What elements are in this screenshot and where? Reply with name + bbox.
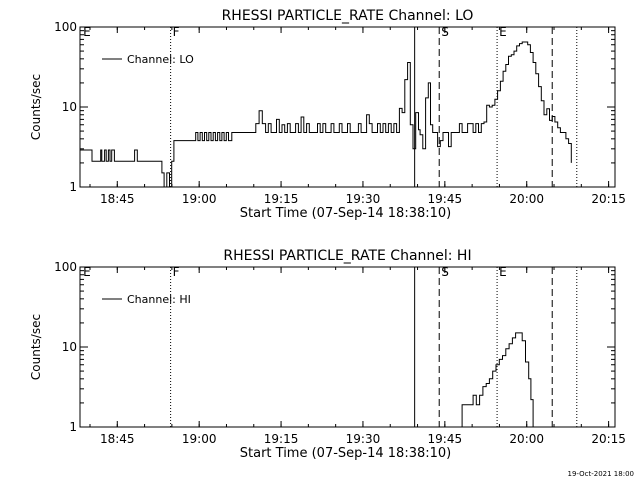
- x-axis-label: Start Time (07-Sep-14 18:38:10): [240, 206, 451, 221]
- marker-label: E: [83, 25, 91, 39]
- y-axis-label: Counts/sec: [29, 74, 43, 140]
- y-tick-label: 1: [69, 420, 77, 434]
- x-tick-label: 20:15: [591, 192, 626, 206]
- y-tick-label: 1: [69, 180, 77, 194]
- y-tick-label: 10: [62, 100, 77, 114]
- plot-frame: [79, 26, 616, 188]
- marker-label: E: [499, 25, 507, 39]
- x-tick-label: 18:45: [100, 432, 135, 446]
- y-tick-label: 100: [54, 20, 77, 34]
- marker-label: S: [441, 265, 449, 279]
- marker-label: E: [499, 265, 507, 279]
- marker-label: E: [83, 265, 91, 279]
- x-tick-label: 20:15: [591, 432, 626, 446]
- x-tick-label: 19:00: [182, 192, 217, 206]
- plot-frame: [79, 266, 616, 428]
- x-tick-label: 19:30: [346, 432, 381, 446]
- y-tick-label: 100: [54, 260, 77, 274]
- x-tick-label: 19:45: [428, 432, 463, 446]
- marker-label: S: [441, 25, 449, 39]
- y-tick-label: 10: [62, 340, 77, 354]
- legend-label: Channel: HI: [127, 293, 191, 306]
- x-tick-label: 20:00: [509, 192, 544, 206]
- marker-label: F: [173, 265, 180, 279]
- marker-label: F: [173, 25, 180, 39]
- chart-panel-lo: RHESSI PARTICLE_RATE Channel: LO 1 10 100 18…: [29, 8, 626, 221]
- footer-date: 19-Oct-2021 18:00: [567, 470, 634, 478]
- data-series-line: [459, 332, 534, 428]
- x-tick-label: 18:45: [100, 192, 135, 206]
- x-tick-label: 19:15: [264, 432, 299, 446]
- chart-title: RHESSI PARTICLE_RATE Channel: HI: [223, 248, 471, 264]
- x-axis-label: Start Time (07-Sep-14 18:38:10): [240, 446, 451, 461]
- x-tick-label: 19:00: [182, 432, 217, 446]
- x-tick-label: 19:30: [346, 192, 381, 206]
- chart-title: RHESSI PARTICLE_RATE Channel: LO: [222, 8, 474, 24]
- chart-panel-hi: RHESSI PARTICLE_RATE Channel: HI 1 10 100 18…: [29, 248, 626, 461]
- y-axis-label: Counts/sec: [29, 314, 43, 380]
- x-tick-label: 19:15: [264, 192, 299, 206]
- x-tick-label: 20:00: [509, 432, 544, 446]
- data-series-line: [80, 41, 572, 188]
- legend-label: Channel: LO: [127, 53, 194, 66]
- x-tick-label: 19:45: [428, 192, 463, 206]
